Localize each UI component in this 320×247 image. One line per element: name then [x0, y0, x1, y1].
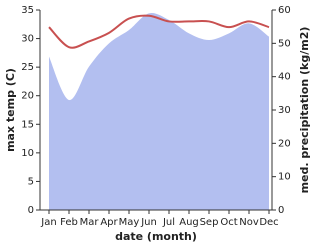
x-tick-label: Jun: [140, 217, 157, 228]
y2-tick-label: 20: [278, 138, 291, 149]
x-tick-label: Aug: [179, 217, 199, 228]
y2-axis-label: med. precipitation (kg/m2): [298, 27, 311, 194]
y-tick-label: 15: [21, 119, 34, 130]
x-axis-label: date (month): [115, 230, 197, 243]
y2-tick-label: 40: [278, 72, 291, 83]
y2-tick-label: 60: [278, 5, 291, 16]
y-tick-label: 35: [21, 5, 34, 16]
x-tick-label: Nov: [239, 217, 259, 228]
temp-line: [48, 14, 270, 49]
x-tick-label: Mar: [80, 217, 100, 228]
y-tick-label: 30: [21, 34, 34, 45]
x-tick-label: Apr: [100, 217, 118, 228]
x-tick-label: Dec: [259, 217, 278, 228]
x-tick-label: May: [119, 217, 140, 228]
x-tick-label: Jan: [40, 217, 56, 228]
y-tick-label: 5: [28, 176, 34, 187]
y2-tick-label: 10: [278, 172, 291, 183]
x-tick-label: Sep: [200, 217, 219, 228]
y-axis-label: max temp (C): [4, 68, 17, 152]
y2-tick-label: 30: [278, 105, 291, 116]
x-tick-label: Oct: [220, 217, 237, 228]
y-tick-label: 20: [21, 91, 34, 102]
y-tick-label: 0: [28, 205, 34, 216]
x-tick-label: Feb: [60, 217, 78, 228]
y-tick-label: 10: [21, 148, 34, 159]
y2-tick-label: 0: [278, 205, 284, 216]
precipitation-area: [49, 13, 269, 210]
x-tick-label: Jul: [162, 217, 175, 228]
y2-tick-label: 50: [278, 38, 291, 49]
y-tick-label: 25: [21, 62, 34, 73]
